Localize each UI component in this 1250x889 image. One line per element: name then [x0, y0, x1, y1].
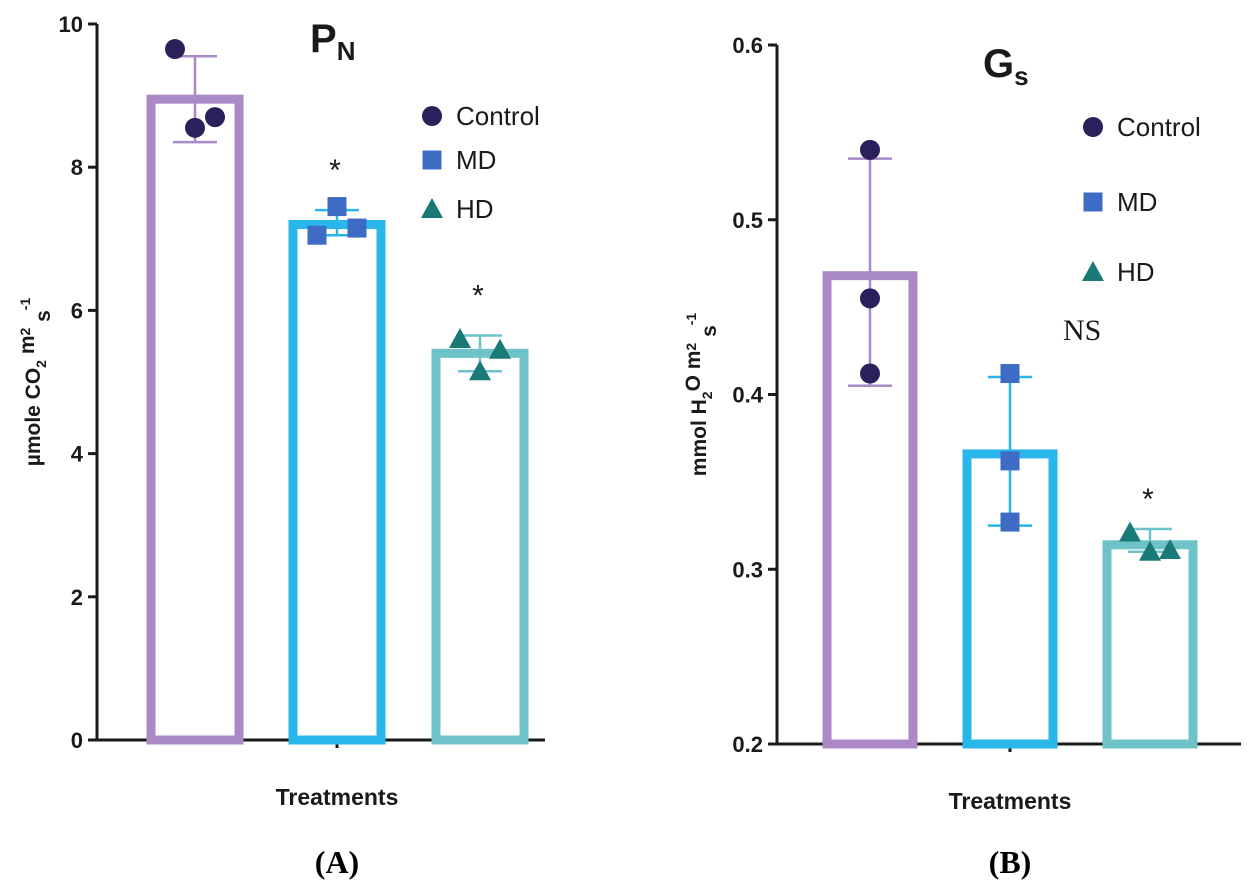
data-point-control [205, 107, 225, 128]
data-point-hd [1159, 539, 1181, 560]
y-tick-label: 0 [71, 728, 83, 753]
data-point-control [860, 363, 880, 384]
data-point-md [1000, 512, 1020, 532]
significance-marker: * [472, 279, 484, 312]
y-axis-label-part: 2 [699, 391, 715, 399]
y-axis-label-part: 2 [33, 360, 49, 368]
y-tick-label: 0.2 [732, 732, 763, 757]
ns-annotation: NS [1063, 314, 1101, 347]
legend-marker-md [1083, 192, 1103, 212]
x-axis-label: Treatments [949, 788, 1072, 814]
y-tick-label: 10 [59, 12, 83, 37]
legend-label: Control [1117, 112, 1201, 142]
legend-marker-control [1083, 117, 1103, 137]
chart-title-subscript: N [337, 36, 356, 66]
data-point-control [860, 288, 880, 309]
data-point-control [185, 117, 205, 138]
y-axis-label-part: -1 [683, 313, 699, 326]
data-point-md [347, 218, 367, 238]
chart-title-subscript: s [1014, 61, 1028, 91]
y-axis-label-part: -1 [17, 298, 33, 311]
x-axis-label: Treatments [276, 784, 399, 810]
legend-marker-hd [1082, 261, 1104, 281]
significance-marker: * [1142, 483, 1154, 516]
data-point-hd [1139, 540, 1161, 561]
y-tick-label: 6 [71, 298, 83, 323]
y-tick-label: 4 [71, 442, 84, 467]
legend-label: MD [1117, 187, 1157, 217]
y-axis-label-part: m [16, 336, 39, 361]
legend-label: HD [1117, 257, 1155, 287]
legend-marker-hd [421, 198, 443, 218]
panel-label: (B) [989, 844, 1032, 880]
y-tick-label: 0.4 [732, 383, 763, 408]
y-tick-label: 0.3 [732, 557, 763, 582]
data-point-hd [489, 338, 511, 359]
bar-control [146, 94, 244, 745]
y-axis-label-part: s [32, 310, 55, 328]
chart-title-main: G [983, 42, 1014, 86]
data-point-md [1000, 364, 1020, 384]
legend-label: HD [456, 194, 494, 224]
bar-hd [1102, 540, 1198, 749]
legend-label: Control [456, 101, 540, 131]
legend-marker-md [422, 150, 442, 170]
y-axis-label-part: 2 [17, 328, 33, 336]
y-tick-label: 0.5 [732, 208, 763, 233]
bar-hd [431, 348, 529, 745]
y-axis-label-part: s [698, 325, 721, 343]
y-axis-label-part: O m [682, 351, 705, 392]
data-point-control [165, 39, 185, 60]
y-tick-label: 0.6 [732, 33, 763, 58]
chart-title-main: P [310, 17, 337, 61]
y-axis-label: µmole CO2 m2 s-1 [16, 298, 55, 467]
chart-title: Gs [983, 42, 1029, 91]
y-axis-label: mmol H2O m2 s-1 [682, 313, 721, 477]
panel-label: (A) [315, 844, 359, 880]
y-axis-label-part: 2 [683, 343, 699, 351]
data-point-hd [469, 360, 491, 381]
data-point-md [307, 225, 327, 245]
chart-title: PN [310, 17, 355, 66]
data-point-md [1000, 451, 1020, 471]
data-point-hd [1119, 521, 1141, 542]
y-axis-label-part: mmol H [688, 399, 711, 476]
significance-marker: * [329, 154, 341, 187]
bar-md [288, 219, 386, 745]
legend-label: MD [456, 145, 496, 175]
y-axis-label-part: µmole CO [22, 368, 45, 466]
data-point-hd [449, 328, 471, 349]
y-tick-label: 2 [71, 585, 83, 610]
data-point-md [327, 197, 347, 217]
data-point-control [860, 139, 880, 160]
y-tick-label: 8 [71, 155, 83, 180]
legend-marker-control [422, 106, 442, 126]
